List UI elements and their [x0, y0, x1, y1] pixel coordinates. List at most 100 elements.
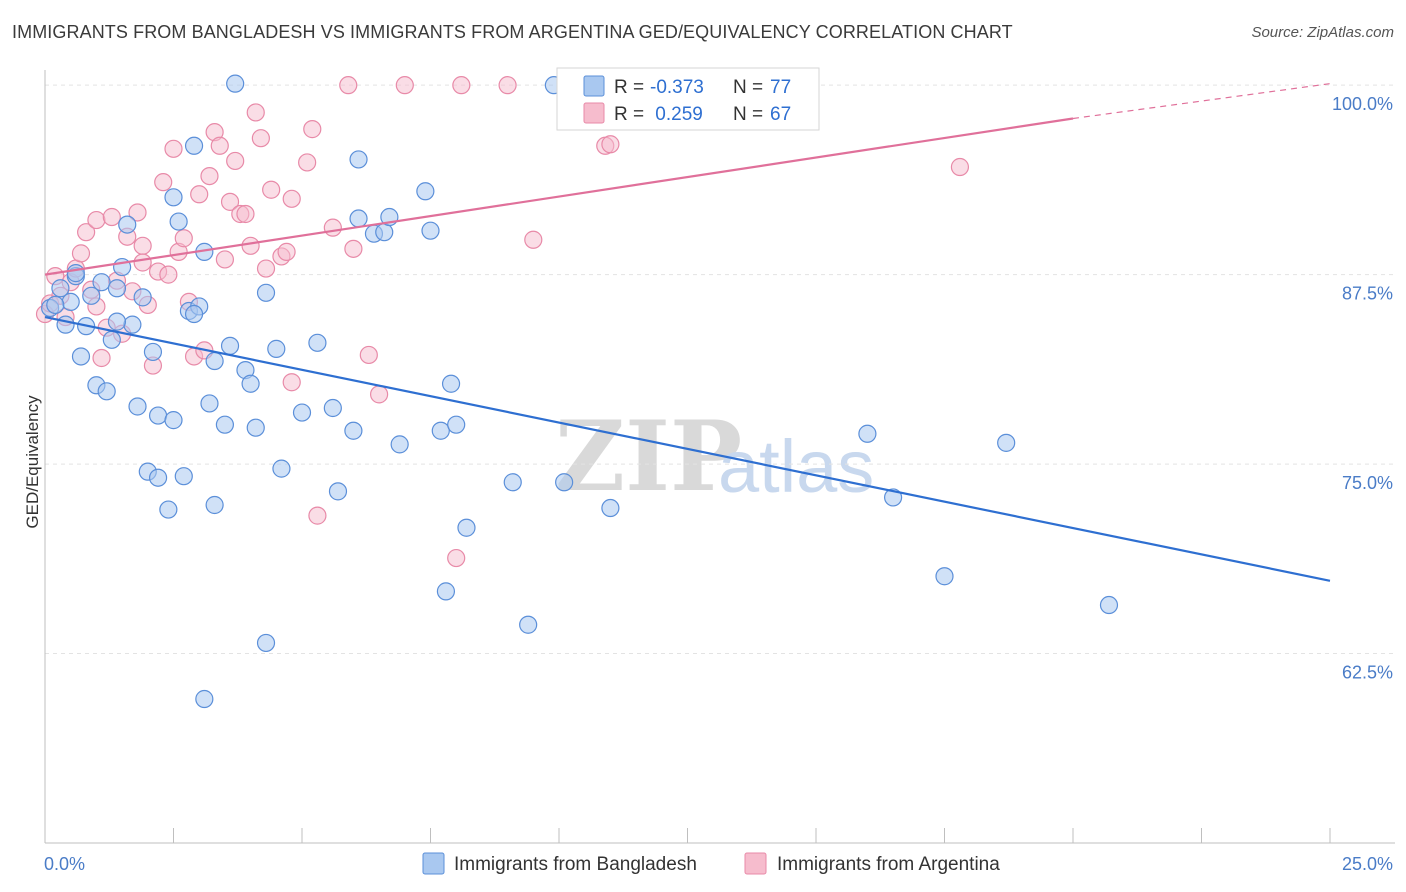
- bangladesh-point: [56, 315, 75, 334]
- bangladesh-point: [128, 397, 147, 416]
- bangladesh-point: [457, 518, 476, 537]
- bangladesh-point: [164, 411, 183, 430]
- bangladesh-point: [349, 150, 368, 169]
- bangladesh-point: [344, 421, 363, 440]
- bangladesh-point: [390, 435, 409, 454]
- bangladesh-point: [441, 374, 461, 393]
- legend-r-label-argentina: R =: [614, 104, 644, 125]
- argentina-point: [452, 76, 471, 95]
- x-tick-label-max: 25.0%: [1342, 854, 1393, 874]
- y-tick-label: 87.5%: [1342, 284, 1393, 304]
- bangladesh-point: [184, 136, 204, 155]
- bangladesh-point: [323, 398, 342, 418]
- argentina-point: [344, 239, 363, 258]
- bangladesh-point: [107, 312, 127, 331]
- bangladesh-point: [107, 279, 127, 298]
- bottom-legend-label-argentina: Immigrants from Argentina: [777, 854, 1000, 875]
- bangladesh-point: [858, 424, 877, 443]
- legend-r-label-bangladesh: R =: [614, 77, 644, 98]
- argentina-point: [498, 76, 517, 95]
- bangladesh-point: [133, 288, 152, 307]
- argentina-point: [220, 192, 240, 211]
- argentina-point: [200, 166, 219, 186]
- bangladesh-point: [421, 221, 440, 240]
- bangladesh-point: [226, 74, 245, 93]
- argentina-point: [236, 204, 255, 224]
- argentina-point: [298, 153, 317, 172]
- argentina-point: [308, 506, 327, 525]
- bangladesh-point: [159, 500, 178, 519]
- bangladesh-point: [97, 382, 116, 401]
- watermark-zip: ZIP: [555, 400, 742, 513]
- bangladesh-point: [148, 468, 168, 487]
- argentina-point: [92, 348, 111, 368]
- bangladesh-point: [92, 273, 111, 292]
- bangladesh-point: [436, 582, 456, 601]
- x-tick-labels: 0.0% 25.0%: [44, 854, 1393, 874]
- argentina-point: [395, 76, 414, 95]
- series-bangladesh-points: [41, 74, 1119, 709]
- argentina-point: [215, 250, 234, 269]
- bangladesh-point: [503, 473, 522, 492]
- bangladesh-point: [267, 339, 286, 358]
- bangladesh-point: [349, 209, 368, 228]
- argentina-point: [251, 129, 270, 148]
- argentina-point: [262, 180, 281, 199]
- y-tick-label: 62.5%: [1342, 663, 1393, 683]
- legend-n-label-argentina: N =: [733, 104, 763, 125]
- bangladesh-point: [519, 615, 538, 634]
- bangladesh-point: [71, 347, 91, 366]
- bangladesh-point: [1099, 595, 1119, 615]
- bangladesh-point: [308, 333, 327, 352]
- argentina-point: [246, 103, 265, 122]
- bangladesh-point: [375, 223, 394, 242]
- bangladesh-point: [195, 689, 214, 709]
- watermark-atlas: atlas: [718, 425, 874, 508]
- bangladesh-point: [328, 482, 348, 501]
- legend-swatch-argentina: [583, 102, 605, 124]
- argentina-trend-line: [44, 117, 1074, 276]
- bangladesh-point: [205, 495, 224, 515]
- argentina-point: [303, 120, 322, 139]
- bangladesh-point: [51, 279, 70, 298]
- bangladesh-point: [292, 403, 312, 422]
- argentina-point: [87, 210, 106, 230]
- source-label: Source: ZipAtlas.com: [1251, 24, 1394, 41]
- argentina-point: [128, 203, 147, 222]
- chart-title: IMMIGRANTS FROM BANGLADESH VS IMMIGRANTS…: [12, 22, 1013, 42]
- argentina-point: [601, 135, 620, 154]
- bangladesh-point: [447, 415, 466, 434]
- argentina-point: [241, 236, 260, 255]
- bangladesh-point: [169, 212, 188, 231]
- argentina-point: [339, 76, 358, 95]
- y-axis-label: GED/Equivalency: [23, 395, 42, 529]
- argentina-point: [370, 385, 389, 404]
- argentina-point: [447, 548, 466, 568]
- argentina-point: [102, 207, 121, 227]
- legend-n-value-argentina: 67: [770, 104, 791, 125]
- y-tick-labels: 62.5% 75.0% 87.5% 100.0%: [1332, 94, 1393, 682]
- bangladesh-point: [220, 336, 240, 355]
- bangladesh-point: [174, 467, 193, 486]
- legend: R = -0.373 N = 77 R = 0.259 N = 67: [556, 67, 820, 131]
- argentina-point: [77, 223, 96, 242]
- y-tick-label: 75.0%: [1342, 473, 1393, 493]
- bangladesh-point: [66, 264, 85, 283]
- argentina-point: [226, 151, 245, 171]
- bangladesh-point: [883, 488, 903, 507]
- argentina-point: [133, 253, 152, 272]
- argentina-point: [950, 157, 970, 177]
- bangladesh-point: [601, 498, 620, 518]
- argentina-point: [282, 189, 301, 208]
- argentina-point: [174, 229, 193, 248]
- bangladesh-point: [143, 342, 163, 362]
- bottom-legend-swatch-argentina: [744, 852, 767, 875]
- argentina-point: [164, 139, 183, 158]
- argentina-point: [256, 259, 276, 278]
- bangladesh-point: [123, 315, 142, 334]
- y-tick-label: 100.0%: [1332, 94, 1393, 114]
- bangladesh-point: [215, 415, 234, 434]
- argentina-point: [323, 218, 342, 237]
- argentina-point: [282, 373, 301, 392]
